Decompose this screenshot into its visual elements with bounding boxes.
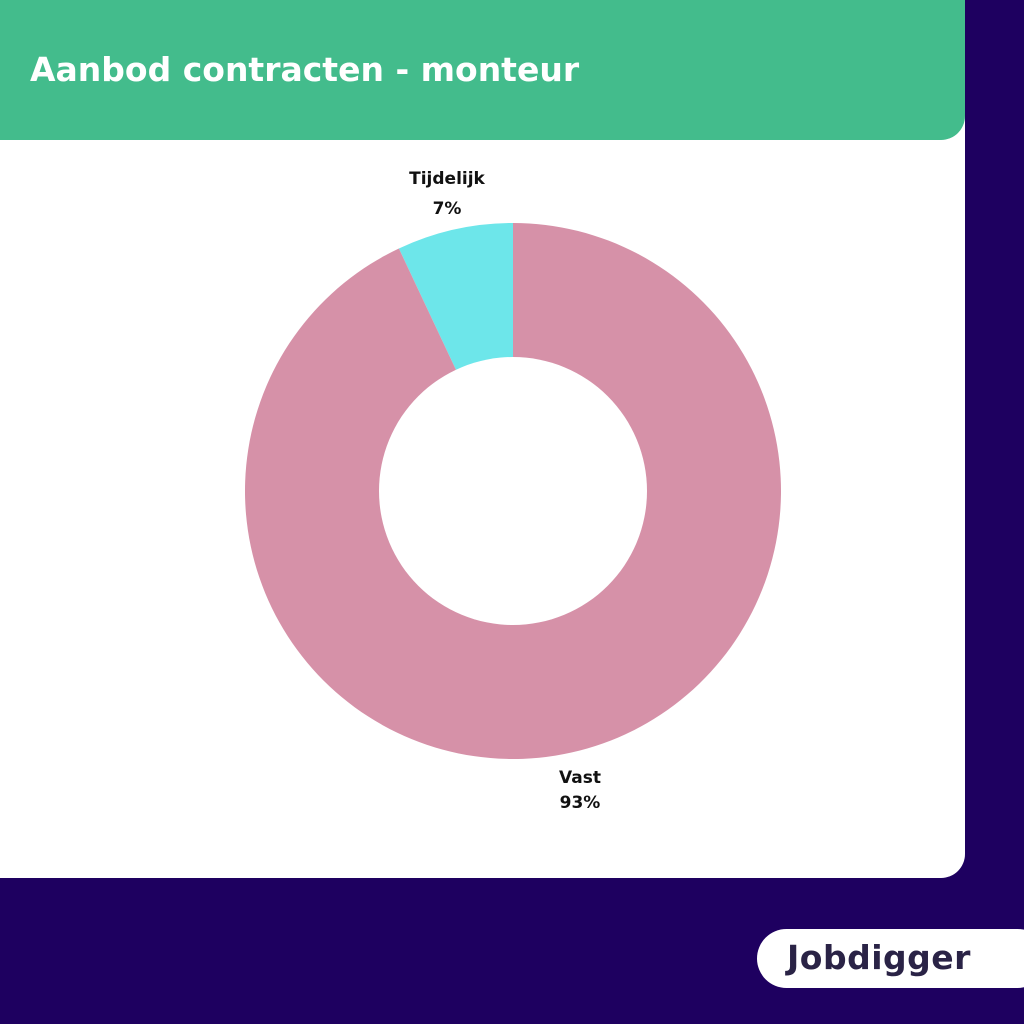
brand-logo: Jobdigger bbox=[787, 938, 971, 977]
slice-value-vast: 93% bbox=[560, 793, 601, 813]
donut-chart: Tijdelijk 7% Vast 93% bbox=[244, 169, 782, 813]
slice-label-vast: Vast bbox=[559, 768, 601, 788]
slice-value-tijdelijk: 7% bbox=[433, 199, 462, 219]
chart-title: Aanbod contracten - monteur bbox=[30, 50, 580, 89]
brand-logo-badge: Jobdigger bbox=[757, 929, 1024, 988]
chart-card: Aanbod contracten - monteur Tijdelijk 7%… bbox=[0, 0, 965, 878]
donut-hole bbox=[379, 357, 647, 625]
title-banner: Aanbod contracten - monteur bbox=[0, 0, 965, 140]
slice-label-tijdelijk: Tijdelijk bbox=[409, 169, 485, 189]
